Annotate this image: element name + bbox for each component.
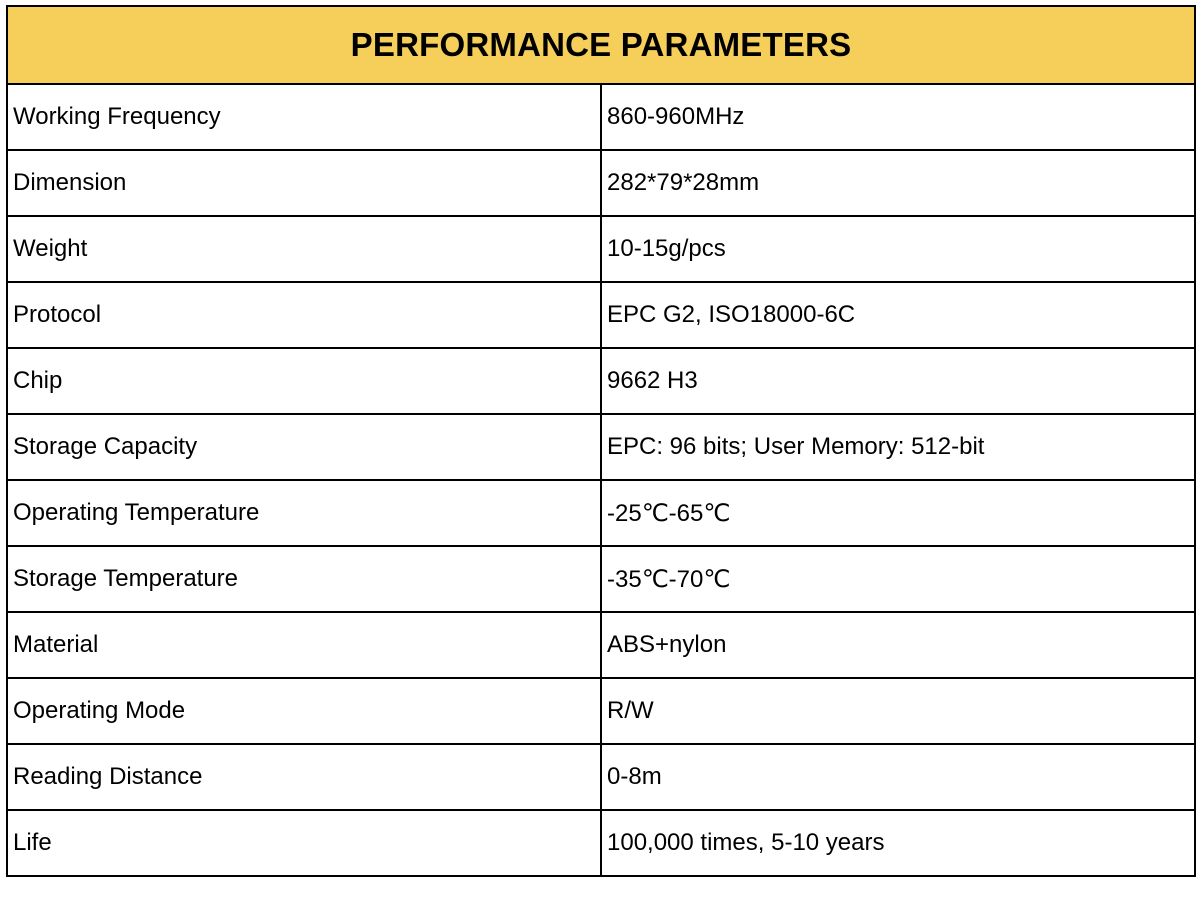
table-title: PERFORMANCE PARAMETERS <box>6 5 1196 85</box>
table-row: Life 100,000 times, 5-10 years <box>6 809 1196 877</box>
table-row: Chip 9662 H3 <box>6 347 1196 415</box>
parameter-value: ABS+nylon <box>600 611 1196 679</box>
parameter-label: Storage Capacity <box>6 413 602 481</box>
parameter-label: Protocol <box>6 281 602 349</box>
table-header-row: PERFORMANCE PARAMETERS <box>6 5 1196 85</box>
parameter-label: Weight <box>6 215 602 283</box>
table-row: Storage Temperature -35℃-70℃ <box>6 545 1196 613</box>
parameter-value: EPC: 96 bits; User Memory: 512-bit <box>600 413 1196 481</box>
table-row: Weight 10-15g/pcs <box>6 215 1196 283</box>
parameter-value: 10-15g/pcs <box>600 215 1196 283</box>
parameter-label: Chip <box>6 347 602 415</box>
parameter-value: -35℃-70℃ <box>600 545 1196 613</box>
table-row: Dimension 282*79*28mm <box>6 149 1196 217</box>
table-row: Reading Distance 0-8m <box>6 743 1196 811</box>
parameter-value: 100,000 times, 5-10 years <box>600 809 1196 877</box>
parameter-label: Storage Temperature <box>6 545 602 613</box>
parameter-label: Working Frequency <box>6 83 602 151</box>
parameter-label: Life <box>6 809 602 877</box>
table-row: Operating Mode R/W <box>6 677 1196 745</box>
parameter-label: Material <box>6 611 602 679</box>
parameter-value: R/W <box>600 677 1196 745</box>
table-row: Working Frequency 860-960MHz <box>6 83 1196 151</box>
table-row: Protocol EPC G2, ISO18000-6C <box>6 281 1196 349</box>
parameter-label: Operating Temperature <box>6 479 602 547</box>
parameter-label: Dimension <box>6 149 602 217</box>
parameter-label: Reading Distance <box>6 743 602 811</box>
parameter-value: -25℃-65℃ <box>600 479 1196 547</box>
parameter-label: Operating Mode <box>6 677 602 745</box>
parameter-value: 0-8m <box>600 743 1196 811</box>
table-row: Material ABS+nylon <box>6 611 1196 679</box>
parameter-value: EPC G2, ISO18000-6C <box>600 281 1196 349</box>
parameter-value: 860-960MHz <box>600 83 1196 151</box>
table-row: Storage Capacity EPC: 96 bits; User Memo… <box>6 413 1196 481</box>
performance-parameters-table: PERFORMANCE PARAMETERS Working Frequency… <box>6 5 1196 877</box>
table-row: Operating Temperature -25℃-65℃ <box>6 479 1196 547</box>
parameter-value: 282*79*28mm <box>600 149 1196 217</box>
parameter-value: 9662 H3 <box>600 347 1196 415</box>
